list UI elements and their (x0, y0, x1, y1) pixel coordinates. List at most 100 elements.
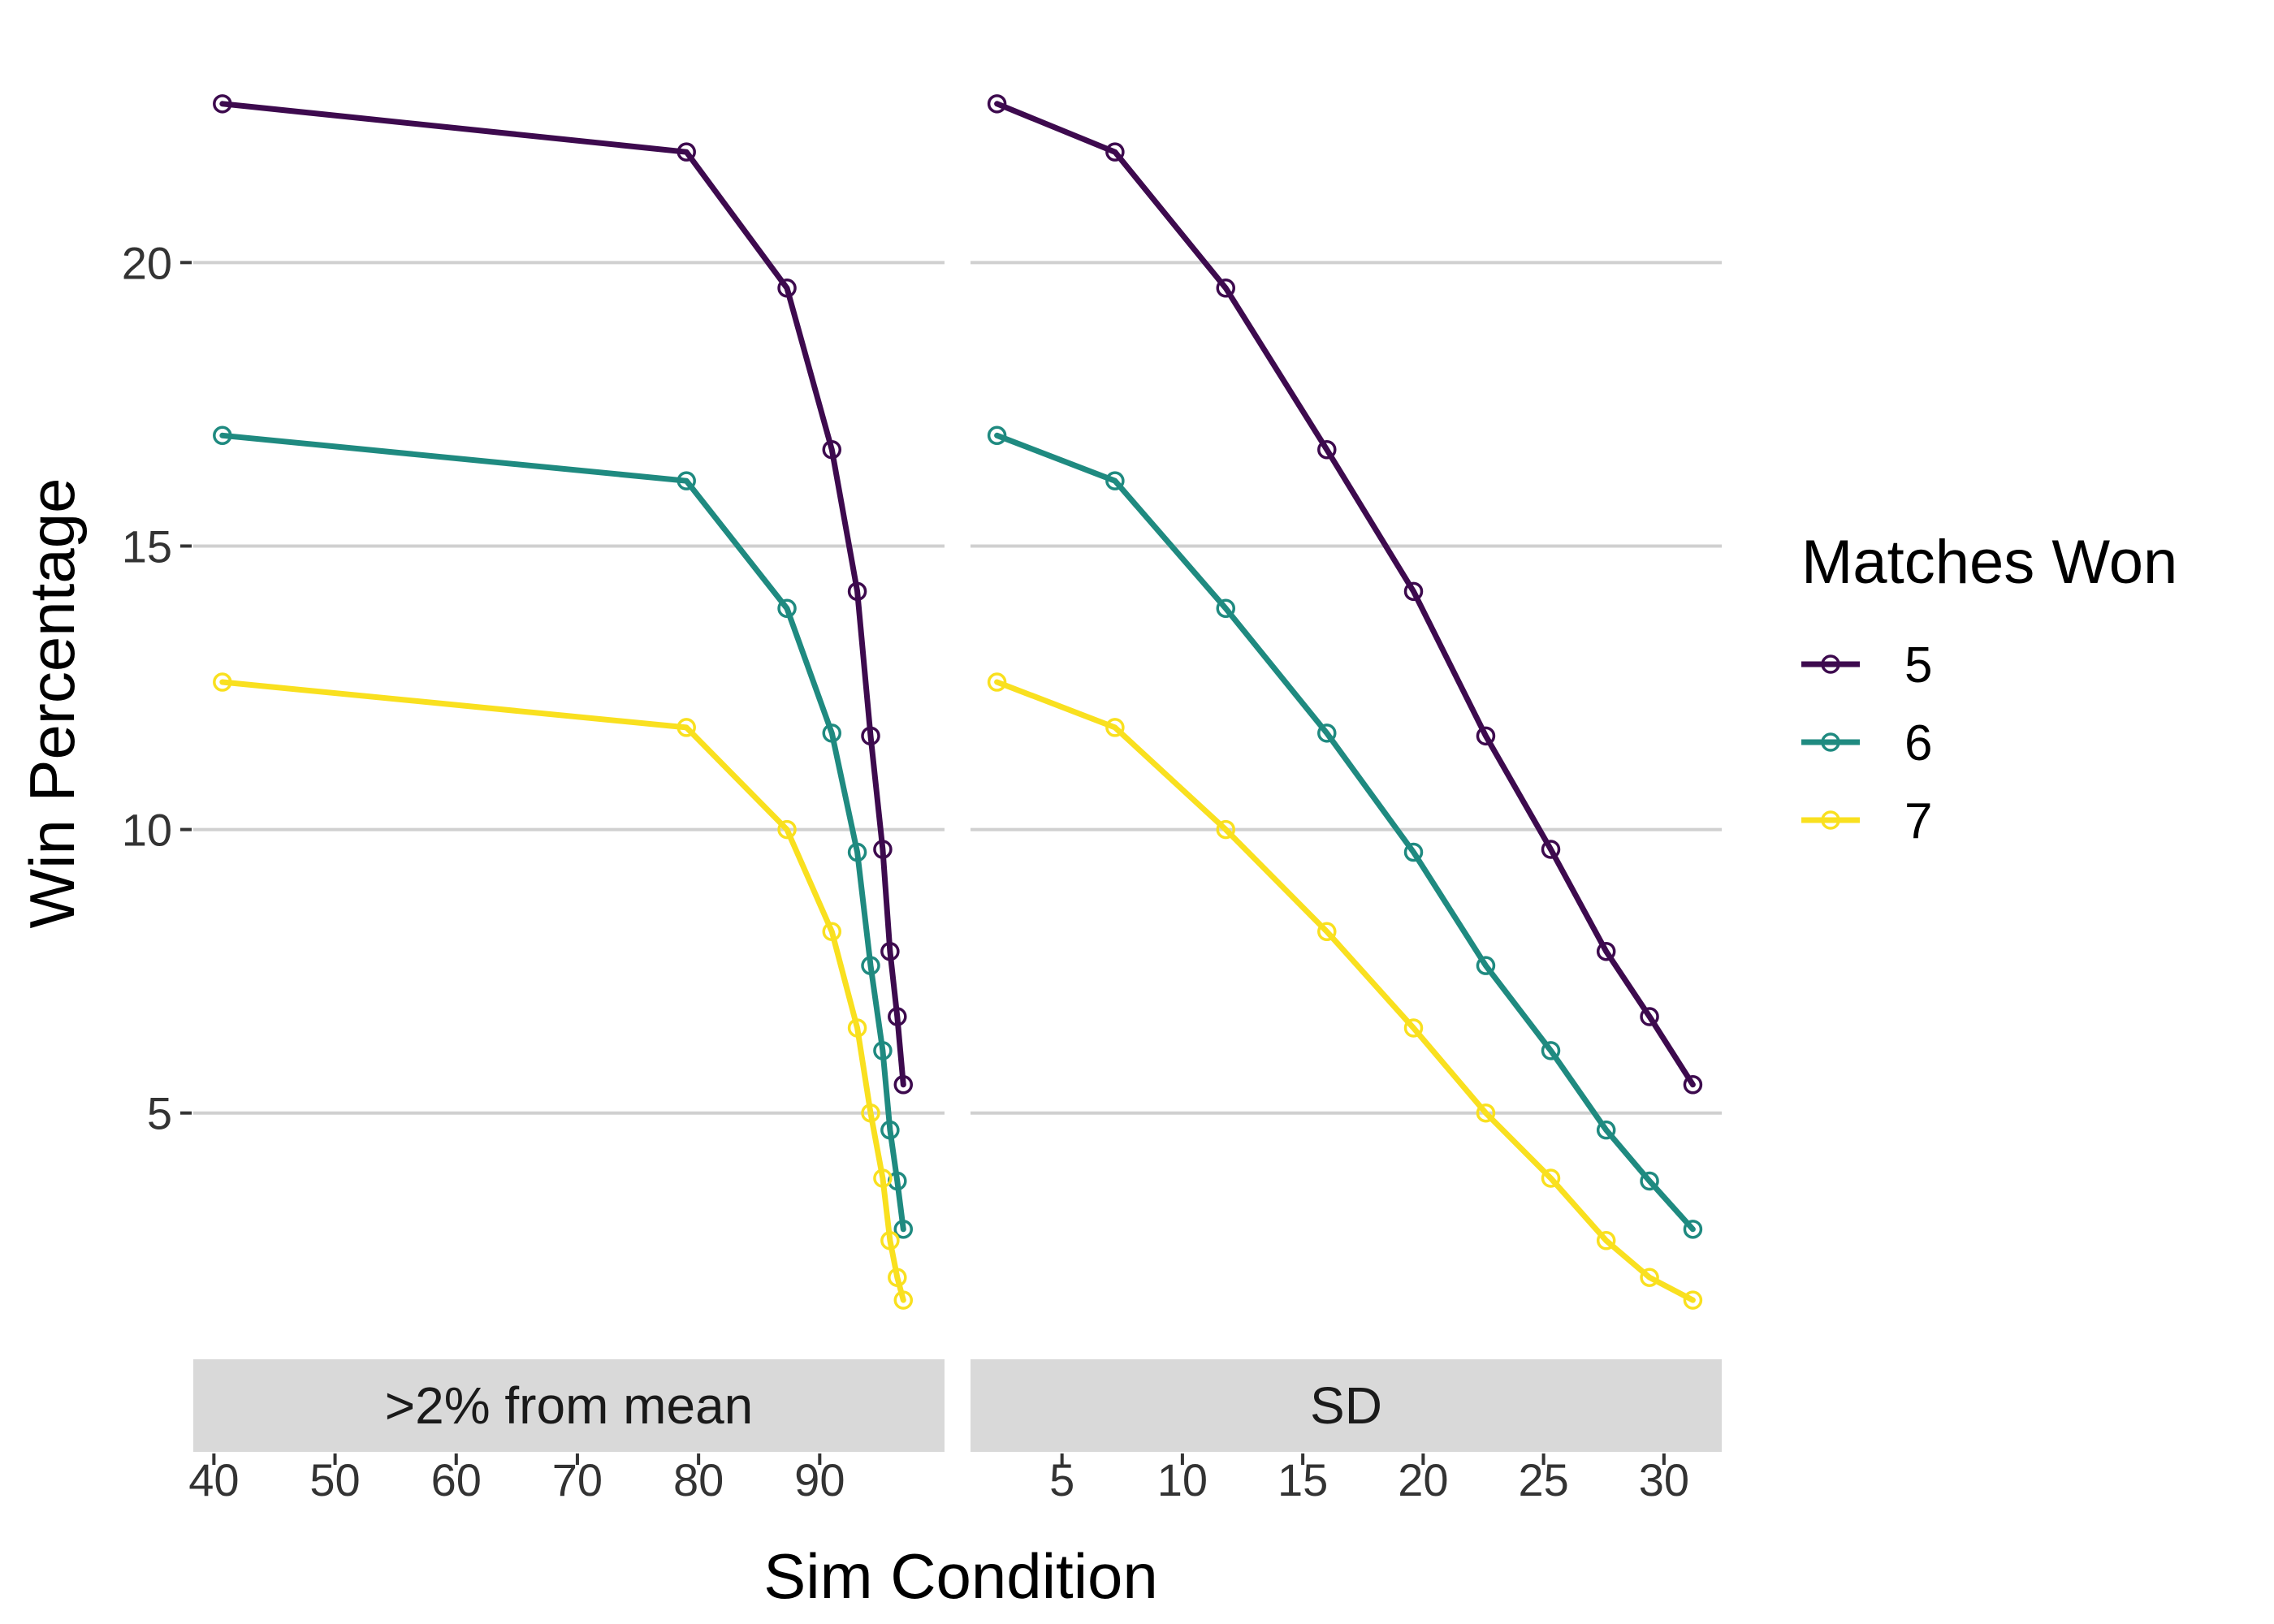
data-point (1476, 726, 1496, 746)
y-axis-title: Win Percentage (16, 478, 88, 929)
x-tick-label: 30 (1639, 1454, 1689, 1505)
x-tick-label: 50 (309, 1454, 360, 1505)
y-axis: 5 10 15 20 (122, 237, 192, 1139)
series-line-7 (994, 679, 1696, 1303)
data-point (893, 1220, 914, 1239)
data-point (1596, 1231, 1616, 1250)
legend-key-point (1821, 732, 1840, 752)
data-point (822, 922, 841, 942)
data-point (677, 142, 696, 162)
y-tick-label: 15 (122, 520, 172, 572)
panel-2: SD 5 10 15 20 25 30 (971, 94, 1722, 1505)
data-point (1541, 840, 1561, 859)
data-point (1317, 723, 1337, 743)
series-line-6 (994, 432, 1696, 1233)
data-point (1216, 279, 1236, 298)
legend-item-6: 6 (1801, 715, 1932, 771)
data-point (1317, 440, 1337, 460)
data-point (1317, 922, 1337, 942)
data-point (861, 1103, 880, 1123)
data-point (987, 425, 1007, 446)
data-point (847, 842, 867, 862)
data-point (880, 941, 900, 961)
data-point (1683, 1290, 1703, 1310)
panels-layer: >2% from mean 40 50 60 70 80 90 SD 5 10 15 20 25 30 (188, 94, 1722, 1505)
x-tick-label: 40 (188, 1454, 239, 1505)
data-point (873, 1041, 893, 1060)
series-line-7 (219, 679, 906, 1303)
data-point (1683, 1220, 1703, 1239)
data-point (822, 723, 841, 743)
legend-key-point (1821, 654, 1840, 674)
data-point (677, 718, 696, 737)
series-line-5 (994, 101, 1696, 1088)
data-point (1403, 1018, 1424, 1038)
data-point (1403, 581, 1424, 602)
data-point (1216, 598, 1236, 619)
panel-1: >2% from mean 40 50 60 70 80 90 (188, 94, 945, 1505)
legend-item-5: 5 (1801, 637, 1932, 693)
x-tick-label: 15 (1278, 1454, 1328, 1505)
data-point (777, 819, 797, 840)
data-point (1476, 956, 1496, 975)
facet-strip-label: >2% from mean (385, 1376, 754, 1435)
legend-keys: 5 6 7 (1801, 637, 1932, 849)
x-tick-label: 25 (1518, 1454, 1568, 1505)
data-point (873, 840, 893, 859)
legend: Matches Won 5 6 7 (1801, 528, 2177, 849)
data-point (893, 1075, 914, 1095)
data-point (1640, 1268, 1659, 1287)
x-tick-label: 90 (794, 1454, 845, 1505)
data-point (847, 1018, 867, 1038)
data-point (1596, 941, 1616, 961)
data-point (777, 598, 797, 619)
data-point (1105, 718, 1125, 737)
x-axis-title: Sim Condition (763, 1540, 1158, 1612)
data-point (861, 726, 880, 746)
data-point (880, 1120, 900, 1140)
data-point (888, 1007, 907, 1026)
legend-title: Matches Won (1801, 528, 2177, 597)
data-point (1105, 471, 1125, 490)
data-point (861, 956, 880, 975)
data-point (1596, 1120, 1616, 1140)
facet-strip (193, 1359, 945, 1452)
legend-item-7: 7 (1801, 793, 1932, 849)
data-point (213, 425, 232, 446)
data-point (677, 471, 696, 490)
data-point (893, 1290, 914, 1310)
data-point (1403, 842, 1424, 862)
x-tick-label: 80 (673, 1454, 724, 1505)
data-point (1216, 819, 1236, 840)
legend-label: 7 (1904, 793, 1932, 849)
data-point (873, 1168, 893, 1188)
data-point (888, 1268, 907, 1287)
x-tick-label: 5 (1049, 1454, 1074, 1505)
y-tick-label: 5 (147, 1088, 172, 1139)
series-line-5 (219, 101, 906, 1088)
data-point (1640, 1007, 1659, 1026)
facet-strip (971, 1359, 1722, 1452)
x-tick-label: 60 (431, 1454, 482, 1505)
x-tick-label: 10 (1157, 1454, 1208, 1505)
data-point (1640, 1171, 1659, 1191)
data-point (1541, 1168, 1561, 1188)
legend-key-point (1821, 810, 1840, 830)
data-point (880, 1231, 900, 1250)
data-point (213, 94, 232, 114)
data-point (1683, 1075, 1703, 1095)
legend-label: 6 (1904, 715, 1932, 771)
y-tick-label: 20 (122, 237, 172, 288)
data-point (987, 94, 1007, 114)
data-point (213, 672, 232, 692)
data-point (777, 279, 797, 298)
data-point (1105, 142, 1125, 162)
data-point (847, 581, 867, 602)
data-point (1541, 1041, 1561, 1060)
y-tick-label: 10 (122, 805, 172, 856)
series-line-6 (219, 432, 906, 1233)
x-tick-label: 20 (1398, 1454, 1448, 1505)
facet-strip-label: SD (1310, 1376, 1382, 1435)
x-tick-label: 70 (552, 1454, 603, 1505)
